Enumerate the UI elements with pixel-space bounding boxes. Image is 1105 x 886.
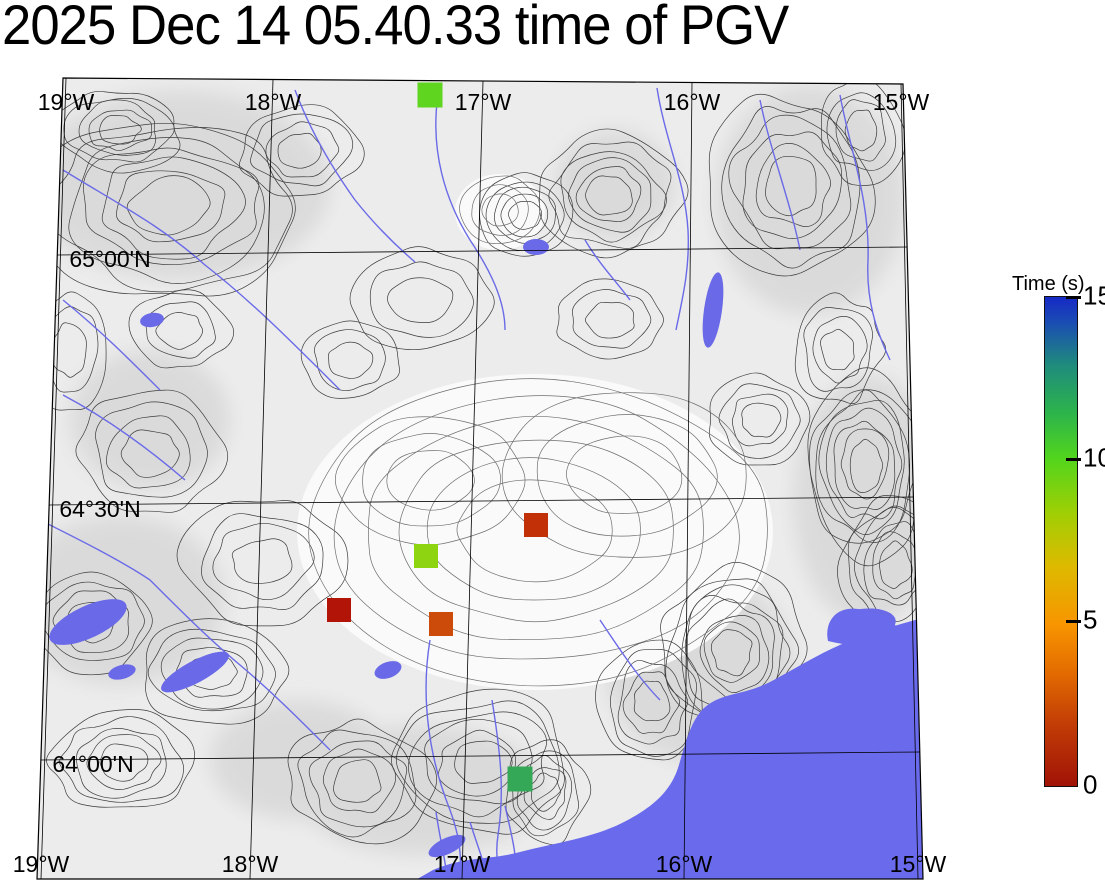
ocean [405,608,923,879]
station-markers [327,82,548,792]
map-frame [36,77,924,880]
lon-label-bottom: 15°W [890,851,947,877]
rivers [39,87,891,879]
colorbar-tick-label: 10 [1083,442,1105,473]
lat-label: 65°00'N [69,246,150,272]
colorbar-tick-mark [1066,458,1081,461]
lat-label: 64°30'N [59,496,140,522]
colorbar-gradient [1044,296,1078,787]
lon-label-top: 16°W [664,89,721,115]
lon-label-bottom: 16°W [656,851,713,877]
colorbar-tick-label: 0 [1083,769,1098,800]
station-marker-3 [327,598,351,622]
lat-label: 64°00'N [52,751,133,777]
station-marker-0 [417,82,443,108]
lon-label-top: 17°W [455,89,512,115]
colorbar-tick-mark [1066,620,1081,623]
graticule [40,78,920,879]
lon-label-top: 19°W [38,89,95,115]
colorbar-tick-mark [1066,296,1081,299]
lon-label-bottom: 19°W [13,851,70,877]
glacier-contours [308,175,768,687]
station-marker-5 [507,766,533,792]
lon-label-top: 18°W [245,89,302,115]
station-marker-4 [429,612,453,636]
colorbar-label: Time (s) [1012,273,1085,295]
colorbar-tick-label: 5 [1083,604,1098,635]
lon-label-bottom: 18°W [222,851,279,877]
colorbar-tick-label: 15 [1083,280,1105,311]
lon-label-bottom: 17°W [434,851,491,877]
lon-label-top: 15°W [873,89,930,115]
station-marker-2 [414,544,438,568]
grid-labels: 19°W 19°W 18°W 18°W 17°W 17°W 16°W 16°W 15°W 15°W… [13,89,947,877]
station-marker-1 [524,513,548,537]
page-title: 2025 Dec 14 05.40.33 time of PGV [2,0,789,56]
